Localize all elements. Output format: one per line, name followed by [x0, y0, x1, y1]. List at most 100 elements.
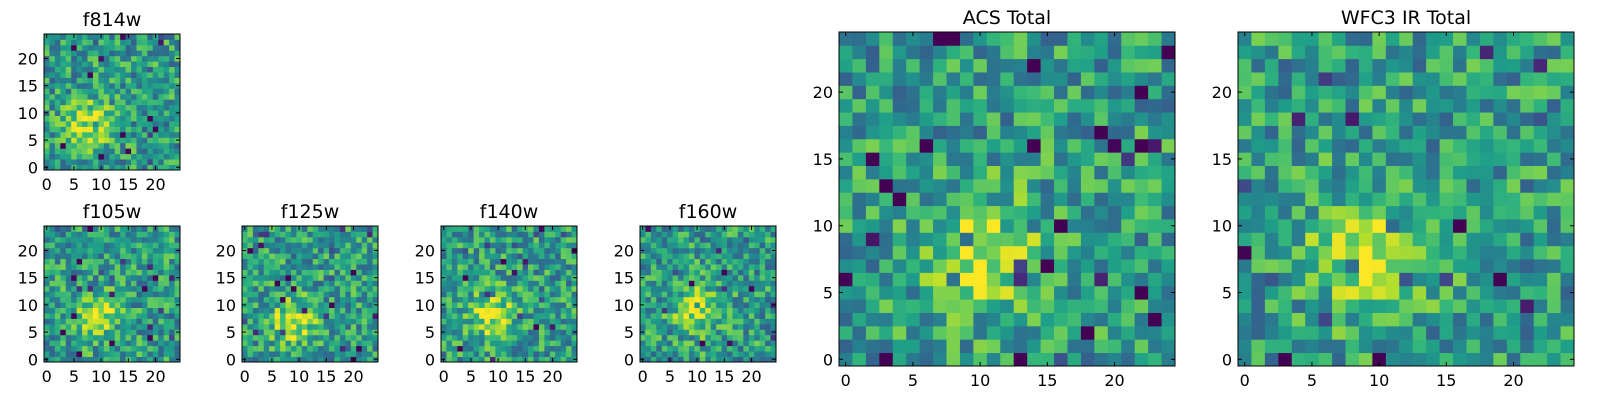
heatmap-cell: [367, 269, 373, 276]
heatmap-cell: [147, 318, 154, 325]
heatmap-cell: [120, 291, 126, 298]
heatmap-cell: [946, 205, 961, 220]
heatmap-cell: [1358, 352, 1373, 367]
heatmap-cell: [667, 231, 674, 238]
heatmap-cell: [174, 318, 181, 325]
y-tick-label: 10: [1212, 217, 1232, 236]
heatmap-cell: [892, 325, 907, 340]
heatmap-cell: [754, 351, 761, 357]
heatmap-cell: [44, 104, 50, 111]
heatmap-cell: [462, 274, 469, 281]
heatmap-cell: [318, 253, 324, 260]
heatmap-cell: [754, 323, 761, 330]
heatmap-cell: [147, 164, 154, 171]
heatmap-cell: [312, 291, 319, 298]
heatmap-cell: [158, 296, 165, 303]
heatmap-cell: [1547, 45, 1561, 60]
heatmap-cell: [933, 45, 947, 60]
heatmap-cell: [1520, 312, 1535, 327]
heatmap-cell: [640, 242, 646, 249]
heatmap-cell: [109, 351, 116, 357]
heatmap-cell: [451, 269, 458, 276]
heatmap-cell: [296, 329, 303, 336]
heatmap-cell: [457, 340, 464, 347]
heatmap-cell: [451, 318, 458, 325]
heatmap-cell: [169, 61, 175, 68]
heatmap-cell: [71, 307, 78, 314]
heatmap-cell: [120, 264, 126, 270]
heatmap-cell: [457, 258, 464, 265]
heatmap-cell: [280, 334, 286, 341]
y-tick-label: 20: [216, 241, 236, 260]
heatmap-cell: [372, 334, 379, 341]
heatmap-cell: [500, 340, 507, 347]
heatmap-cell: [356, 340, 363, 347]
heatmap-cell: [495, 242, 502, 249]
heatmap-cell: [946, 138, 961, 153]
heatmap-cell: [301, 280, 308, 287]
heatmap-cell: [688, 253, 695, 260]
heatmap-cell: [699, 334, 706, 341]
heatmap-cell: [1121, 352, 1136, 367]
heatmap-cell: [1493, 98, 1508, 113]
heatmap-cell: [1533, 285, 1548, 300]
heatmap-cell: [329, 318, 335, 325]
heatmap-cell: [307, 302, 314, 308]
heatmap-cell: [451, 242, 458, 249]
heatmap-cell: [566, 253, 572, 260]
heatmap-cell: [71, 142, 78, 149]
heatmap-cell: [986, 32, 1001, 46]
heatmap-cell: [678, 323, 684, 330]
heatmap-cell: [54, 148, 61, 155]
heatmap-cell: [1054, 285, 1068, 300]
heatmap-cell: [82, 164, 88, 171]
heatmap-cell: [103, 82, 110, 89]
heatmap-cell: [672, 236, 679, 243]
heatmap-cell: [98, 269, 105, 276]
heatmap-cell: [1479, 138, 1494, 153]
heatmap-cell: [462, 323, 469, 330]
heatmap-cell: [125, 274, 132, 281]
heatmap-cell: [82, 226, 88, 232]
heatmap-cell: [345, 356, 352, 363]
heatmap-cell: [737, 291, 744, 298]
heatmap-cell: [269, 236, 276, 243]
heatmap-cell: [65, 264, 72, 270]
heatmap-cell: [555, 231, 562, 238]
heatmap-cell: [839, 352, 853, 367]
heatmap-cell: [538, 334, 545, 341]
heatmap-cell: [356, 345, 363, 352]
heatmap-cell: [76, 356, 83, 363]
heatmap-cell: [688, 226, 695, 232]
heatmap-cell: [1054, 339, 1068, 354]
heatmap-cell: [136, 55, 143, 62]
heatmap-cell: [163, 307, 170, 314]
heatmap-cell: [694, 269, 701, 276]
heatmap-cell: [1278, 125, 1293, 140]
heatmap-cell: [1560, 32, 1575, 46]
heatmap-cell: [1479, 72, 1494, 86]
heatmap-cell: [174, 159, 181, 165]
x-tick-label: 15: [515, 367, 535, 386]
heatmap-cell: [92, 285, 99, 292]
heatmap-cell: [1148, 325, 1162, 340]
heatmap-cell: [65, 345, 72, 352]
heatmap-cell: [678, 280, 684, 287]
heatmap-cell: [473, 334, 480, 341]
heatmap-cell: [339, 236, 346, 243]
heatmap-cell: [87, 313, 94, 319]
heatmap-cell: [98, 285, 105, 292]
heatmap-cell: [258, 274, 265, 281]
heatmap-cell: [716, 323, 722, 330]
heatmap-cell: [174, 313, 181, 319]
heatmap-cell: [727, 258, 733, 265]
heatmap-cell: [120, 236, 126, 243]
heatmap-cell: [710, 274, 717, 281]
heatmap-cell: [76, 236, 83, 243]
heatmap-cell: [1453, 299, 1467, 313]
heatmap-cell: [566, 264, 572, 270]
heatmap-cell: [169, 291, 175, 298]
heatmap-cell: [986, 325, 1001, 340]
heatmap-cell: [339, 340, 346, 347]
heatmap-cell: [242, 313, 248, 319]
